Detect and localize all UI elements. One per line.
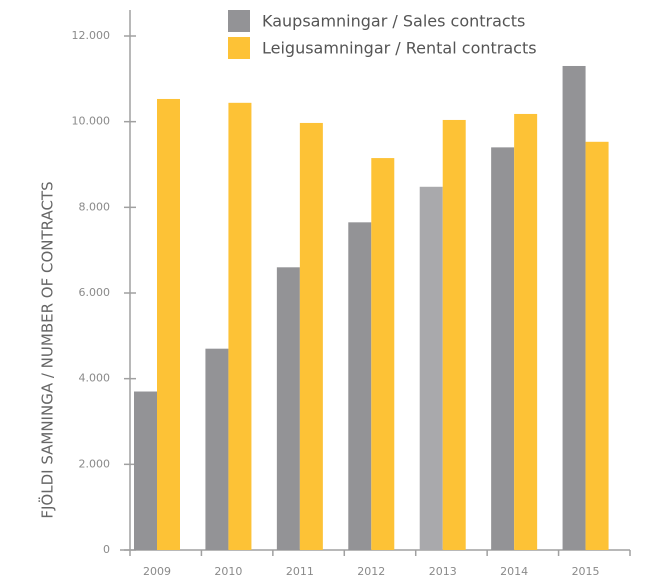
bar xyxy=(134,391,157,550)
legend-label: Kaupsamningar / Sales contracts xyxy=(262,12,525,31)
y-axis-label: FJÖLDI SAMNINGA / NUMBER OF CONTRACTS xyxy=(38,181,57,518)
x-tick-label: 2014 xyxy=(500,565,528,578)
bar xyxy=(228,102,252,550)
legend-swatch xyxy=(228,10,250,32)
bar xyxy=(442,119,466,550)
bar xyxy=(276,267,300,550)
y-tick-label: 6.000 xyxy=(79,286,111,299)
bar xyxy=(562,65,586,550)
bar xyxy=(157,98,180,550)
y-tick-label: 8.000 xyxy=(79,200,111,213)
bar xyxy=(491,147,515,550)
x-tick-label: 2011 xyxy=(286,565,314,578)
bar xyxy=(371,158,395,550)
y-tick-label: 12.000 xyxy=(72,29,111,42)
x-tick-label: 2015 xyxy=(572,565,600,578)
y-tick-label: 0 xyxy=(103,543,110,556)
x-tick-label: 2009 xyxy=(143,565,171,578)
bar xyxy=(585,141,609,550)
bar xyxy=(419,186,443,551)
x-tick-label: 2013 xyxy=(429,565,457,578)
bar xyxy=(348,222,372,550)
legend-label: Leigusamningar / Rental contracts xyxy=(262,39,537,58)
bar xyxy=(205,348,229,550)
legend-swatch xyxy=(228,37,250,59)
y-tick-label: 4.000 xyxy=(79,372,111,385)
x-tick-label: 2010 xyxy=(214,565,242,578)
bar xyxy=(514,113,538,550)
x-tick-label: 2012 xyxy=(357,565,385,578)
y-tick-label: 10.000 xyxy=(72,115,111,128)
y-tick-label: 2.000 xyxy=(79,457,111,470)
bar xyxy=(299,122,323,551)
